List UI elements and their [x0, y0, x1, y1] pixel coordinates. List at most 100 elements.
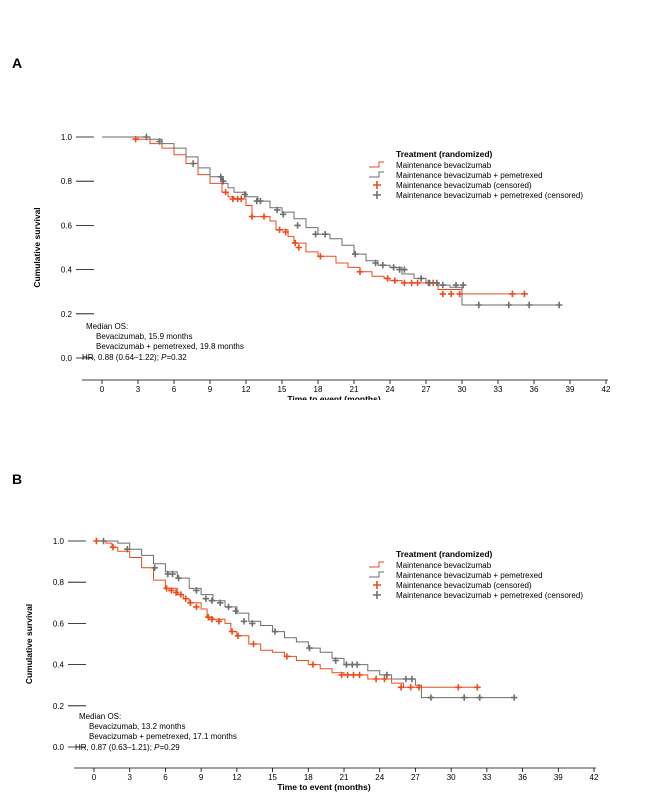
x-tick-label: 15	[268, 773, 277, 782]
legend-bevacizumab-pemetrexed-censored: Maintenance bevacizumab + pemetrexed (ce…	[396, 191, 583, 200]
bevacizumab-pemetrexed-censor-mark	[225, 603, 232, 611]
bevacizumab-pemetrexed-censor-mark	[408, 675, 416, 683]
bevacizumab-censor-mark	[456, 290, 463, 298]
bevacizumab-censor-mark	[182, 595, 189, 602]
x-tick-label: 36	[530, 385, 539, 394]
bevacizumab-censor-mark	[172, 589, 180, 596]
x-tick-label: 0	[92, 773, 97, 782]
bevacizumab-pemetrexed-curve	[102, 136, 558, 306]
y-tick-label: 1.0	[53, 537, 65, 546]
bevacizumab-censor-mark	[407, 684, 414, 691]
bevacizumab-pemetrexed-censor-mark	[439, 281, 446, 289]
bevacizumab-pemetrexed-censor-mark	[240, 618, 248, 625]
legend-title: Treatment (randomized)	[396, 549, 493, 559]
bevacizumab-pemetrexed-censor-mark	[202, 595, 210, 602]
x-tick-label: 30	[447, 773, 456, 782]
legend-cross-symbol	[373, 191, 381, 199]
bevacizumab-pemetrexed-censor-mark	[352, 250, 359, 258]
x-tick-label: 27	[411, 773, 420, 782]
bevacizumab-censor-mark	[193, 603, 200, 611]
bevacizumab-pemetrexed-censor-mark	[383, 671, 391, 679]
bevacizumab-pemetrexed-censor-mark	[100, 537, 107, 545]
legend-line-symbol	[369, 571, 384, 578]
bevacizumab-censor-mark	[415, 684, 423, 691]
bevacizumab-censor-mark	[276, 226, 283, 233]
x-tick-label: 42	[602, 385, 611, 394]
x-tick-label: 33	[482, 773, 491, 782]
median-os-title: Median OS:	[79, 712, 121, 721]
bevacizumab-pemetrexed-censor-mark	[401, 266, 408, 273]
x-axis-label: Time to event (months)	[287, 394, 381, 400]
y-tick-label: 0.2	[53, 702, 65, 711]
bevacizumab-pemetrexed-censor-mark	[143, 133, 150, 141]
bevacizumab-censor-mark	[414, 279, 421, 287]
bevacizumab-censor-mark	[238, 195, 245, 203]
x-tick-label: 9	[199, 773, 204, 782]
bevacizumab-censor-mark	[408, 279, 415, 287]
y-tick-label: 0.4	[61, 266, 73, 275]
bevacizumab-censor-mark	[381, 675, 388, 683]
legend-cross-symbol	[373, 591, 381, 599]
median-os-bevacizumab: Bevacizumab, 15.9 months	[96, 332, 193, 341]
bevacizumab-pemetrexed-censor-mark	[475, 301, 482, 309]
bevacizumab-censor-mark	[521, 290, 528, 298]
x-axis-label: Time to event (months)	[277, 782, 371, 792]
median-os-bevacizumab-pemetrexed: Bevacizumab + pemetrexed, 17.1 months	[89, 732, 237, 741]
y-axis-label: Cumulative survival	[32, 207, 42, 287]
x-tick-label: 21	[340, 773, 349, 782]
legend-cross-symbol	[373, 181, 381, 189]
x-tick-label: 6	[163, 773, 168, 782]
bevacizumab-censor-mark	[391, 277, 398, 284]
bevacizumab-pemetrexed-censor-mark	[332, 657, 339, 664]
y-tick-label: 0.0	[53, 743, 65, 752]
y-tick-label: 0.6	[61, 221, 73, 230]
bevacizumab-censor-mark	[260, 213, 268, 220]
bevacizumab-censor-mark	[295, 244, 302, 251]
bevacizumab-pemetrexed-censor-mark	[526, 301, 533, 309]
bevacizumab-censor-mark	[163, 585, 170, 592]
bevacizumab-pemetrexed-censor-mark	[460, 281, 467, 289]
bevacizumab-censor-mark	[356, 268, 364, 275]
legend-bevacizumab-censored: Maintenance bevacizumab (censored)	[396, 181, 532, 190]
median-os-bevacizumab-pemetrexed: Bevacizumab + pemetrexed, 19.8 months	[96, 342, 244, 351]
x-tick-label: 6	[172, 385, 177, 394]
x-tick-label: 30	[458, 385, 467, 394]
bevacizumab-pemetrexed-censor-mark	[208, 597, 216, 604]
x-tick-label: 24	[375, 773, 384, 782]
bevacizumab-pemetrexed-censor-mark	[556, 301, 563, 309]
legend-bevacizumab-pemetrexed-censored: Maintenance bevacizumab + pemetrexed (ce…	[396, 591, 583, 600]
hazard-ratio-text: HR, 0.87 (0.63–1.21); P=0.29	[75, 743, 180, 752]
y-tick-label: 0.2	[61, 310, 73, 319]
bevacizumab-pemetrexed-censor-mark	[280, 211, 287, 218]
legend-title: Treatment (randomized)	[396, 149, 493, 159]
bevacizumab-censor-mark	[439, 290, 446, 298]
bevacizumab-pemetrexed-censor-mark	[452, 281, 460, 289]
x-tick-label: 33	[494, 385, 503, 394]
bevacizumab-censor-mark	[292, 239, 299, 247]
x-tick-label: 12	[242, 385, 251, 394]
bevacizumab-pemetrexed-censor-mark	[274, 206, 281, 214]
legend-line-symbol	[369, 161, 384, 168]
bevacizumab-censor-mark	[109, 544, 117, 551]
bevacizumab-pemetrexed-censor-mark	[271, 628, 279, 635]
bevacizumab-censor-mark	[208, 616, 216, 623]
bevacizumab-pemetrexed-curve	[94, 540, 517, 699]
bevacizumab-pemetrexed-censor-mark	[217, 599, 224, 606]
legend-bevacizumab-pemetrexed: Maintenance bevacizumab + pemetrexed	[396, 171, 543, 180]
legend-cross-symbol	[373, 581, 381, 589]
y-tick-label: 0.8	[61, 177, 73, 186]
bevacizumab-censor-mark	[234, 632, 242, 639]
y-axis-label: Cumulative survival	[24, 604, 34, 684]
y-tick-label: 0.4	[53, 661, 65, 670]
bevacizumab-pemetrexed-censor-mark	[249, 620, 256, 627]
bevacizumab-pemetrexed-censor-mark	[151, 564, 158, 571]
panel-label-b: B	[12, 471, 23, 487]
bevacizumab-censor-mark	[384, 275, 391, 282]
bevacizumab-censor-mark	[168, 587, 175, 594]
bevacizumab-pemetrexed-censor-mark	[169, 570, 176, 578]
bevacizumab-censor-mark	[372, 675, 380, 683]
bevacizumab-censor-mark	[338, 671, 345, 679]
x-tick-label: 36	[518, 773, 527, 782]
legend-bevacizumab: Maintenance bevacizumab	[396, 561, 492, 570]
